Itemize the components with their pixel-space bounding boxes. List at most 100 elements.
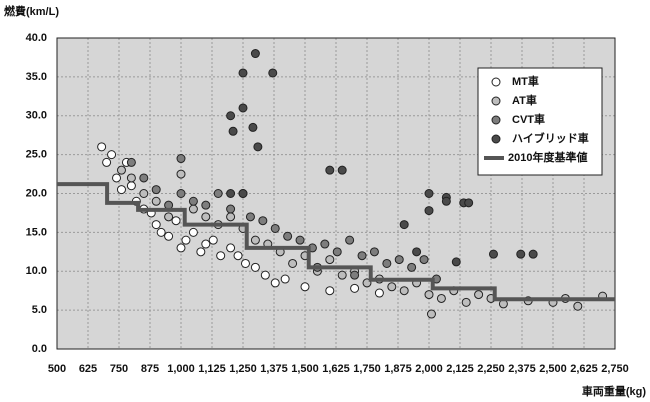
scatter-point xyxy=(382,258,392,268)
scatter-point xyxy=(248,122,258,132)
x-tick-label: 750 xyxy=(110,363,128,375)
scatter-point xyxy=(270,278,280,288)
scatter-point xyxy=(208,235,218,245)
scatter-point xyxy=(250,235,260,245)
scatter-point xyxy=(228,126,238,136)
x-tick-label: 2,250 xyxy=(477,363,505,375)
y-tick-label: 0.0 xyxy=(32,343,47,355)
scatter-point xyxy=(337,165,347,175)
scatter-point xyxy=(369,247,379,257)
y-tick-label: 15.0 xyxy=(26,226,47,238)
scatter-point xyxy=(196,247,206,257)
scatter-point xyxy=(226,204,236,214)
scatter-point xyxy=(325,165,335,175)
x-tick-label: 1,250 xyxy=(229,363,257,375)
scatter-point xyxy=(238,103,248,113)
scatter-point xyxy=(474,290,484,300)
scatter-point xyxy=(270,223,280,233)
y-axis-label: 燃費(km/L) xyxy=(3,4,59,18)
scatter-point xyxy=(350,283,360,293)
scatter-point xyxy=(345,235,355,245)
scatter-point xyxy=(126,173,136,183)
scatter-point xyxy=(188,204,198,214)
legend-label: CVT車 xyxy=(512,112,545,126)
scatter-point xyxy=(325,255,335,265)
legend-label: AT車 xyxy=(512,93,537,107)
scatter-point xyxy=(164,212,174,222)
scatter-point xyxy=(213,189,223,198)
x-tick-label: 625 xyxy=(79,363,97,375)
scatter-point xyxy=(188,196,198,206)
scatter-point xyxy=(240,258,250,268)
scatter-point xyxy=(253,142,263,152)
scatter-point xyxy=(280,274,290,284)
y-tick-label: 20.0 xyxy=(26,187,47,199)
x-tick-label: 2,500 xyxy=(539,363,567,375)
scatter-point xyxy=(226,212,236,222)
scatter-point xyxy=(394,255,404,265)
scatter-point xyxy=(573,301,583,311)
scatter-point xyxy=(201,212,211,222)
x-tick-label: 1,125 xyxy=(198,363,226,375)
legend-label: ハイブリッド車 xyxy=(512,131,589,145)
x-tick-label: 1,875 xyxy=(384,363,412,375)
scatter-point xyxy=(464,198,474,208)
scatter-point xyxy=(387,282,397,292)
scatter-point xyxy=(300,282,310,292)
legend-label: MT車 xyxy=(512,74,539,88)
scatter-point xyxy=(325,286,335,296)
x-tick-label: 1,375 xyxy=(260,363,288,375)
scatter-point xyxy=(139,173,149,183)
scatter-point xyxy=(233,251,243,261)
scatter-point xyxy=(320,239,330,249)
scatter-point xyxy=(399,286,409,296)
legend-swatch xyxy=(491,96,501,106)
scatter-point xyxy=(139,189,149,198)
x-tick-label: 500 xyxy=(48,363,66,375)
x-tick-label: 1,750 xyxy=(353,363,381,375)
scatter-point xyxy=(337,270,347,280)
x-tick-label: 2,375 xyxy=(508,363,536,375)
scatter-point xyxy=(516,249,526,259)
x-tick-label: 2,750 xyxy=(601,363,629,375)
x-axis-label: 車両重量(kg) xyxy=(582,384,646,398)
scatter-point xyxy=(107,150,117,160)
scatter-point xyxy=(374,288,384,298)
scatter-point xyxy=(419,255,429,265)
scatter-point xyxy=(250,49,260,59)
scatter-point xyxy=(116,185,126,195)
scatter-point xyxy=(176,189,186,198)
scatter-point xyxy=(461,297,471,307)
scatter-point xyxy=(332,247,342,257)
scatter-point xyxy=(151,220,161,230)
scatter-point xyxy=(250,262,260,272)
x-tick-label: 1,500 xyxy=(291,363,319,375)
y-tick-label: 5.0 xyxy=(32,304,47,316)
scatter-point xyxy=(151,185,161,195)
standard-line xyxy=(57,182,615,302)
scatter-point xyxy=(424,206,434,216)
scatter-point xyxy=(260,270,270,280)
x-tick-label: 1,625 xyxy=(322,363,350,375)
scatter-point xyxy=(226,111,236,121)
scatter-point xyxy=(288,258,298,268)
plot-border xyxy=(56,37,616,350)
scatter-point xyxy=(399,220,409,230)
scatter-point xyxy=(201,239,211,249)
scatter-point xyxy=(350,270,360,280)
scatter-point xyxy=(176,243,186,253)
y-tick-label: 35.0 xyxy=(26,71,47,83)
scatter-point xyxy=(426,309,436,319)
scatter-point xyxy=(424,290,434,300)
scatter-point xyxy=(216,251,226,261)
scatter-point xyxy=(126,181,136,191)
scatter-point xyxy=(126,157,136,167)
scatter-point xyxy=(188,227,198,237)
scatter-point xyxy=(357,251,367,261)
scatter-point xyxy=(102,157,112,167)
scatter-point xyxy=(164,231,174,241)
scatter-point xyxy=(245,212,255,222)
x-tick-label: 875 xyxy=(141,363,159,375)
scatter-point xyxy=(151,196,161,206)
y-tick-label: 25.0 xyxy=(26,149,47,161)
